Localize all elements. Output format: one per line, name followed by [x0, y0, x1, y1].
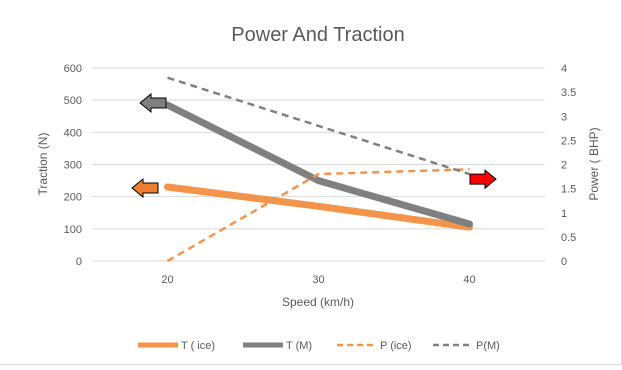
- x-tick-label: 30: [312, 274, 324, 286]
- series-line-4: [167, 76, 470, 176]
- right-tick-label: 1.5: [561, 184, 576, 196]
- legend-item: T ( ice): [138, 340, 215, 352]
- legend-label: P (ice): [380, 340, 412, 352]
- left-tick-label: 500: [64, 95, 82, 107]
- legend-label: T ( ice): [181, 340, 215, 352]
- axis-arrows: [131, 92, 497, 199]
- arrow-right-power: [469, 169, 497, 190]
- x-tick-label: 20: [161, 274, 173, 286]
- legend-label: T (M): [286, 340, 312, 352]
- arrow-left-t-m: [139, 92, 167, 114]
- y-axis-label: Traction (N): [36, 133, 50, 196]
- right-tick-label: 3: [561, 111, 567, 123]
- left-tick-label: 400: [64, 127, 82, 139]
- chart-title: Power And Traction: [231, 24, 404, 46]
- x-tick-label: 40: [463, 274, 475, 286]
- x-axis-ticks: 20 30 40: [161, 274, 475, 286]
- series-line-3: [166, 168, 470, 263]
- right-tick-label: 2.5: [561, 135, 576, 147]
- legend-item: P(M): [433, 340, 500, 352]
- right-tick-label: 4: [561, 63, 567, 75]
- right-tick-label: 1: [561, 208, 567, 220]
- left-axis-ticks: 0 100 200 300 400 500 600: [64, 63, 82, 268]
- legend-item: T (M): [243, 340, 312, 352]
- right-tick-label: 3.5: [561, 87, 576, 99]
- left-tick-label: 200: [64, 192, 82, 204]
- series-line-2: [164, 101, 473, 228]
- right-tick-label: 0.5: [561, 232, 576, 244]
- x-axis-label: Speed (km/h): [282, 295, 354, 309]
- legend: T ( ice) T (M) P (ice) P(M): [138, 340, 500, 352]
- left-tick-label: 100: [64, 224, 82, 236]
- series-lines: [164, 76, 473, 263]
- gridlines: [92, 67, 545, 262]
- right-axis-ticks: 0 0.5 1 1.5 2 2.5 3 3.5 4: [561, 63, 576, 268]
- left-tick-label: 0: [76, 256, 82, 268]
- arrow-left-t-ice: [131, 177, 159, 199]
- y2-axis-label: Power ( BHP): [587, 127, 601, 200]
- left-tick-label: 600: [64, 63, 82, 75]
- left-tick-label: 300: [64, 160, 82, 172]
- series-line-1: [164, 183, 473, 231]
- legend-label: P(M): [476, 340, 500, 352]
- legend-item: P (ice): [337, 340, 412, 352]
- right-tick-label: 2: [561, 160, 567, 172]
- right-tick-label: 0: [561, 256, 567, 268]
